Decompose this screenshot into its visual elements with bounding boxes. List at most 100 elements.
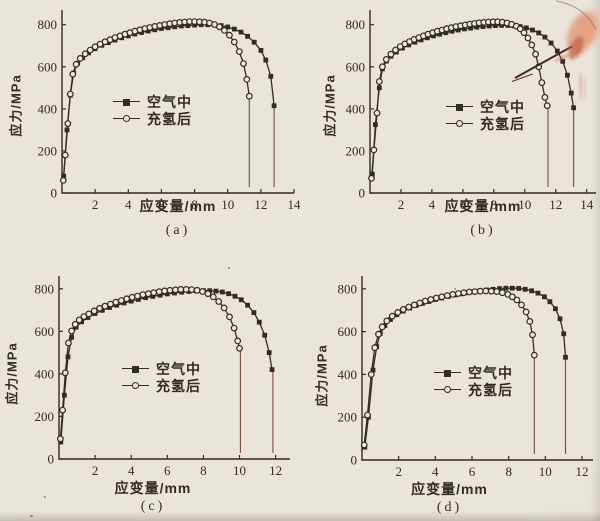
- y-tick-label: 600: [35, 324, 55, 339]
- filled-square-marker-icon: [434, 368, 461, 378]
- circle-marker: [128, 293, 136, 301]
- chart-c-canvas: 2 4 6 8 10 12 0 200 400 600 800: [35, 276, 290, 478]
- x-tick-label: 6: [158, 197, 165, 212]
- square-marker: [121, 300, 127, 306]
- circle-marker: [86, 46, 94, 54]
- square-marker: [523, 25, 529, 31]
- finger-smudge: [579, 9, 600, 43]
- circle-marker: [64, 339, 72, 347]
- square-marker: [62, 392, 67, 398]
- x-tick-label: 4: [432, 464, 439, 479]
- square-marker: [225, 24, 231, 30]
- square-marker: [263, 57, 269, 63]
- square-marker: [245, 33, 250, 39]
- circle-marker: [392, 46, 399, 54]
- square-marker: [207, 288, 213, 294]
- circle-marker: [90, 307, 98, 315]
- circle-marker: [166, 286, 174, 294]
- square-marker: [503, 285, 509, 291]
- circle-marker: [193, 286, 201, 294]
- circle-marker: [134, 292, 141, 300]
- square-marker: [128, 298, 134, 304]
- circle-marker: [66, 90, 74, 98]
- square-marker: [245, 302, 250, 308]
- legend-item-air: 空气中: [122, 360, 201, 377]
- circle-marker: [371, 344, 379, 352]
- square-marker: [271, 103, 277, 109]
- y-tick-label: 400: [35, 366, 55, 381]
- square-marker: [85, 315, 91, 320]
- circle-marker: [487, 287, 495, 295]
- square-marker: [159, 26, 164, 31]
- circle-marker: [421, 297, 429, 305]
- x-tick-label: 12: [576, 464, 589, 479]
- circle-marker: [471, 288, 479, 296]
- square-marker: [213, 288, 219, 294]
- circle-marker: [382, 56, 390, 63]
- y-tick-label: 0: [48, 452, 55, 467]
- square-marker: [226, 291, 231, 297]
- circle-marker: [75, 316, 83, 324]
- chart-a-canvas: 2 4 6 8 10 12 14 0 200 400 600 800: [38, 10, 300, 212]
- chart-caption: (b): [470, 223, 496, 238]
- x-tick-label: 2: [92, 463, 99, 478]
- x-tick-label: 4: [429, 197, 436, 212]
- circle-marker: [101, 302, 109, 310]
- legend-label: 空气中: [480, 98, 525, 115]
- square-marker: [238, 29, 244, 35]
- y-tick-label: 0: [51, 186, 58, 201]
- page-bottom-shadow: [0, 511, 600, 521]
- circle-marker: [139, 291, 147, 299]
- y-axis-label: 应力/MPa: [322, 74, 338, 137]
- circle-marker: [69, 70, 77, 78]
- x-tick-label: 10: [233, 463, 246, 478]
- square-marker: [548, 40, 554, 46]
- x-tick-label: 10: [539, 464, 552, 479]
- square-marker: [107, 305, 112, 310]
- square-marker: [256, 319, 262, 325]
- x-axis-label: 应变量/mm: [444, 198, 522, 214]
- circle-marker: [520, 29, 528, 37]
- circle-marker: [112, 298, 120, 306]
- legend-label: 空气中: [156, 360, 201, 377]
- circle-marker: [498, 289, 506, 297]
- circle-marker: [71, 320, 79, 328]
- x-tick-label: 4: [128, 463, 135, 478]
- square-marker: [553, 306, 558, 312]
- circle-marker: [199, 288, 206, 295]
- x-tick-label: 10: [518, 197, 531, 212]
- square-marker: [474, 24, 480, 30]
- circle-marker: [240, 60, 247, 67]
- x-tick-label: 6: [469, 464, 476, 479]
- square-marker: [542, 294, 547, 300]
- y-tick-label: 800: [338, 281, 358, 296]
- circle-marker: [85, 310, 93, 318]
- circle-marker: [171, 286, 179, 294]
- y-axis-label: 应力/MPa: [4, 342, 20, 405]
- x-tick-label: 8: [191, 197, 198, 212]
- circle-marker: [225, 31, 233, 39]
- y-tick-label: 400: [346, 101, 366, 116]
- y-tick-label: 600: [338, 324, 358, 339]
- square-marker: [232, 293, 238, 299]
- legend-item-air: 空气中: [434, 364, 513, 381]
- square-marker: [443, 30, 449, 36]
- square-marker: [164, 291, 170, 297]
- paper-speck: [30, 515, 33, 517]
- circle-marker: [360, 441, 368, 449]
- circle-marker: [215, 298, 223, 305]
- circle-marker: [375, 330, 382, 338]
- legend-label: 充氢后: [147, 110, 192, 127]
- square-marker: [157, 292, 163, 298]
- square-marker: [388, 317, 393, 322]
- y-axis-label: 应力/MPa: [8, 74, 24, 137]
- y-tick-label: 800: [38, 17, 58, 32]
- circle-marker: [368, 174, 375, 182]
- circle-marker: [367, 370, 375, 378]
- square-marker: [238, 297, 244, 303]
- finger-smudge: [579, 72, 582, 100]
- legend-label: 充氢后: [468, 381, 513, 398]
- square-marker: [509, 285, 515, 291]
- square-marker: [560, 58, 566, 64]
- circle-marker: [387, 50, 395, 58]
